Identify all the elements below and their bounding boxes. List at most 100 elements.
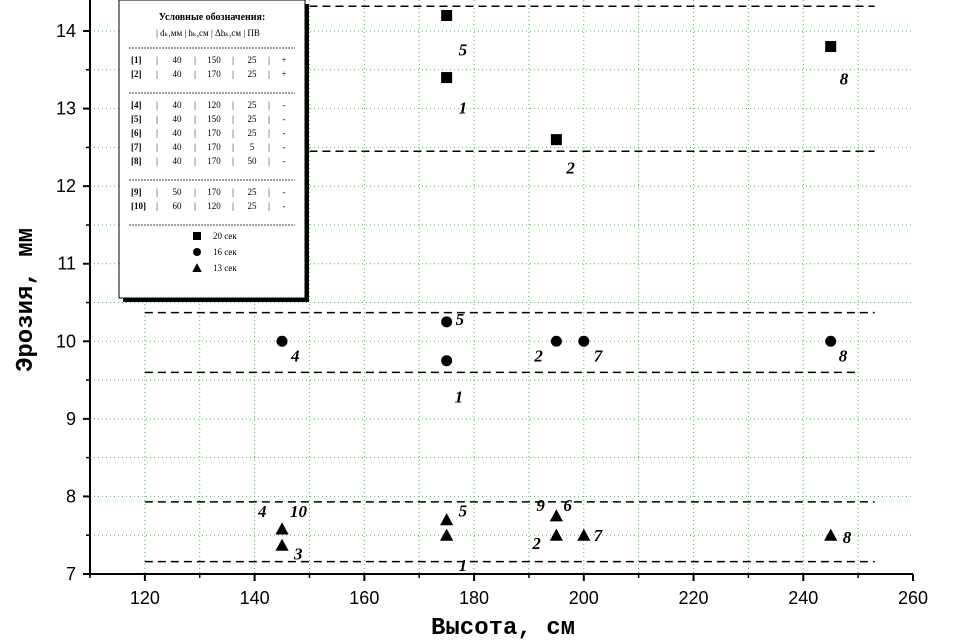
legend-cell: 25: [248, 100, 258, 110]
legend-divider: |: [232, 100, 234, 110]
y-tick-label: 13: [56, 99, 76, 119]
legend-divider: |: [194, 201, 196, 211]
point-triangle: [440, 528, 454, 541]
legend-cell: 5: [250, 142, 255, 152]
legend-marker-label: 20 сек: [213, 231, 237, 241]
legend-divider: |: [194, 55, 196, 65]
legend-cell: -: [283, 128, 286, 138]
legend-marker-label: 16 сек: [213, 247, 237, 257]
point-label: 5: [459, 41, 468, 60]
legend-marker-circle: [193, 248, 201, 256]
legend-cell: 170: [207, 128, 221, 138]
x-axis-title: Высота, см: [431, 615, 575, 642]
y-tick-label: 7: [66, 564, 76, 584]
y-tick-label: 12: [56, 176, 76, 196]
y-tick-label: 9: [66, 409, 76, 429]
legend-cell: 40: [173, 55, 183, 65]
legend-cell: 25: [248, 128, 258, 138]
legend-cell: [4]: [131, 100, 142, 110]
point-label: 6: [563, 496, 572, 515]
legend-divider: |: [156, 156, 158, 166]
legend-cell: [5]: [131, 114, 142, 124]
legend-divider: |: [268, 69, 270, 79]
legend-divider: |: [268, 128, 270, 138]
legend-divider: |: [268, 55, 270, 65]
point-square: [550, 134, 562, 146]
legend-divider: |: [268, 142, 270, 152]
legend-header: | dₖ,мм | hₖ,см | Δhₖ,см | ПВ: [156, 28, 260, 38]
point-label: 1: [455, 388, 464, 407]
x-tick-label: 160: [349, 588, 379, 608]
legend-divider: |: [194, 156, 196, 166]
point-label: 5: [459, 502, 468, 521]
legend-cell: 150: [207, 55, 221, 65]
legend-cell: [6]: [131, 128, 142, 138]
legend-divider: |: [156, 69, 158, 79]
legend-divider: |: [268, 156, 270, 166]
x-tick-label: 260: [898, 588, 928, 608]
point-label: 7: [594, 526, 604, 545]
legend-divider: |: [194, 114, 196, 124]
legend-divider: |: [268, 201, 270, 211]
point-label: 1: [459, 99, 468, 118]
legend-cell: 40: [173, 156, 183, 166]
legend-cell: [7]: [131, 142, 142, 152]
legend-marker-square: [193, 232, 201, 240]
point-triangle: [275, 522, 289, 535]
legend-cell: 120: [207, 201, 221, 211]
legend-divider: |: [232, 142, 234, 152]
band-lines: [144, 5, 875, 563]
legend-divider: |: [156, 100, 158, 110]
point-label: 8: [840, 70, 849, 89]
legend-cell: -: [283, 156, 286, 166]
point-circle: [441, 316, 453, 328]
point-triangle: [577, 528, 591, 541]
point-circle: [276, 335, 288, 347]
point-label: 7: [594, 346, 604, 365]
legend-title: Условные обозначения:: [159, 12, 266, 23]
y-axis-title: Эрозия, мм: [13, 228, 40, 372]
legend-cell: [8]: [131, 156, 142, 166]
legend-divider: |: [156, 201, 158, 211]
point-square: [441, 72, 453, 84]
legend-divider: |: [232, 201, 234, 211]
x-tick-label: 140: [240, 588, 270, 608]
legend-divider: |: [268, 114, 270, 124]
point-label: 5: [456, 310, 465, 329]
y-tick-label: 11: [57, 254, 76, 274]
x-tick-label: 220: [679, 588, 709, 608]
legend-divider: |: [194, 128, 196, 138]
legend-cell: [9]: [131, 187, 142, 197]
legend-cell: [2]: [131, 69, 142, 79]
legend-cell: 25: [248, 187, 258, 197]
legend-cell: +: [281, 69, 286, 79]
point-label: 8: [839, 346, 848, 365]
y-tick-label: 14: [56, 21, 76, 41]
axes: [89, 0, 913, 575]
point-label: 2: [531, 534, 541, 553]
legend-cell: -: [283, 142, 286, 152]
legend-divider: |: [194, 69, 196, 79]
point-circle: [578, 335, 590, 347]
point-circle: [825, 335, 837, 347]
point-label: 8: [843, 528, 852, 547]
legend-divider: |: [156, 114, 158, 124]
legend-divider: |: [194, 142, 196, 152]
point-square: [441, 10, 453, 22]
legend-cell: 25: [248, 114, 258, 124]
x-tick-label: 200: [569, 588, 599, 608]
legend-divider: |: [156, 55, 158, 65]
x-tick-label: 120: [130, 588, 160, 608]
point-label: 3: [293, 544, 303, 563]
legend-cell: [1]: [131, 55, 142, 65]
legend-cell: -: [283, 187, 286, 197]
legend-cell: 40: [173, 100, 183, 110]
point-label: 4: [257, 502, 267, 521]
point-triangle: [824, 528, 838, 541]
legend-divider: |: [232, 156, 234, 166]
legend-cell: 40: [173, 142, 183, 152]
legend-divider: |: [194, 100, 196, 110]
